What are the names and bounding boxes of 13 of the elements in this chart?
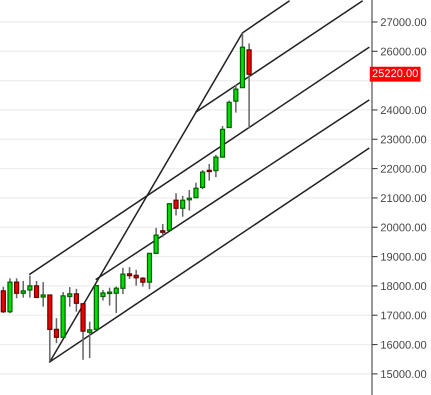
y-tick-label: 18000.00: [381, 282, 426, 290]
y-tick-label: 23000.00: [380, 136, 426, 144]
y-tick-label: 26000.00: [380, 48, 426, 56]
y-tick-label: 27000.00: [380, 18, 426, 26]
y-tick-label: 19000.00: [381, 252, 426, 261]
y-tick-label: 15000.00: [381, 370, 426, 378]
y-tick-label: 20000.00: [380, 224, 426, 232]
y-tick-label: 17000.00: [381, 312, 426, 320]
y-tick-label: 16000.00: [381, 340, 426, 349]
y-tick-label: 22000.00: [380, 164, 426, 173]
y-tick-label: 24000.00: [380, 106, 426, 114]
text: 25220.00: [372, 69, 418, 78]
y-tick-label: 21000.00: [380, 194, 426, 202]
